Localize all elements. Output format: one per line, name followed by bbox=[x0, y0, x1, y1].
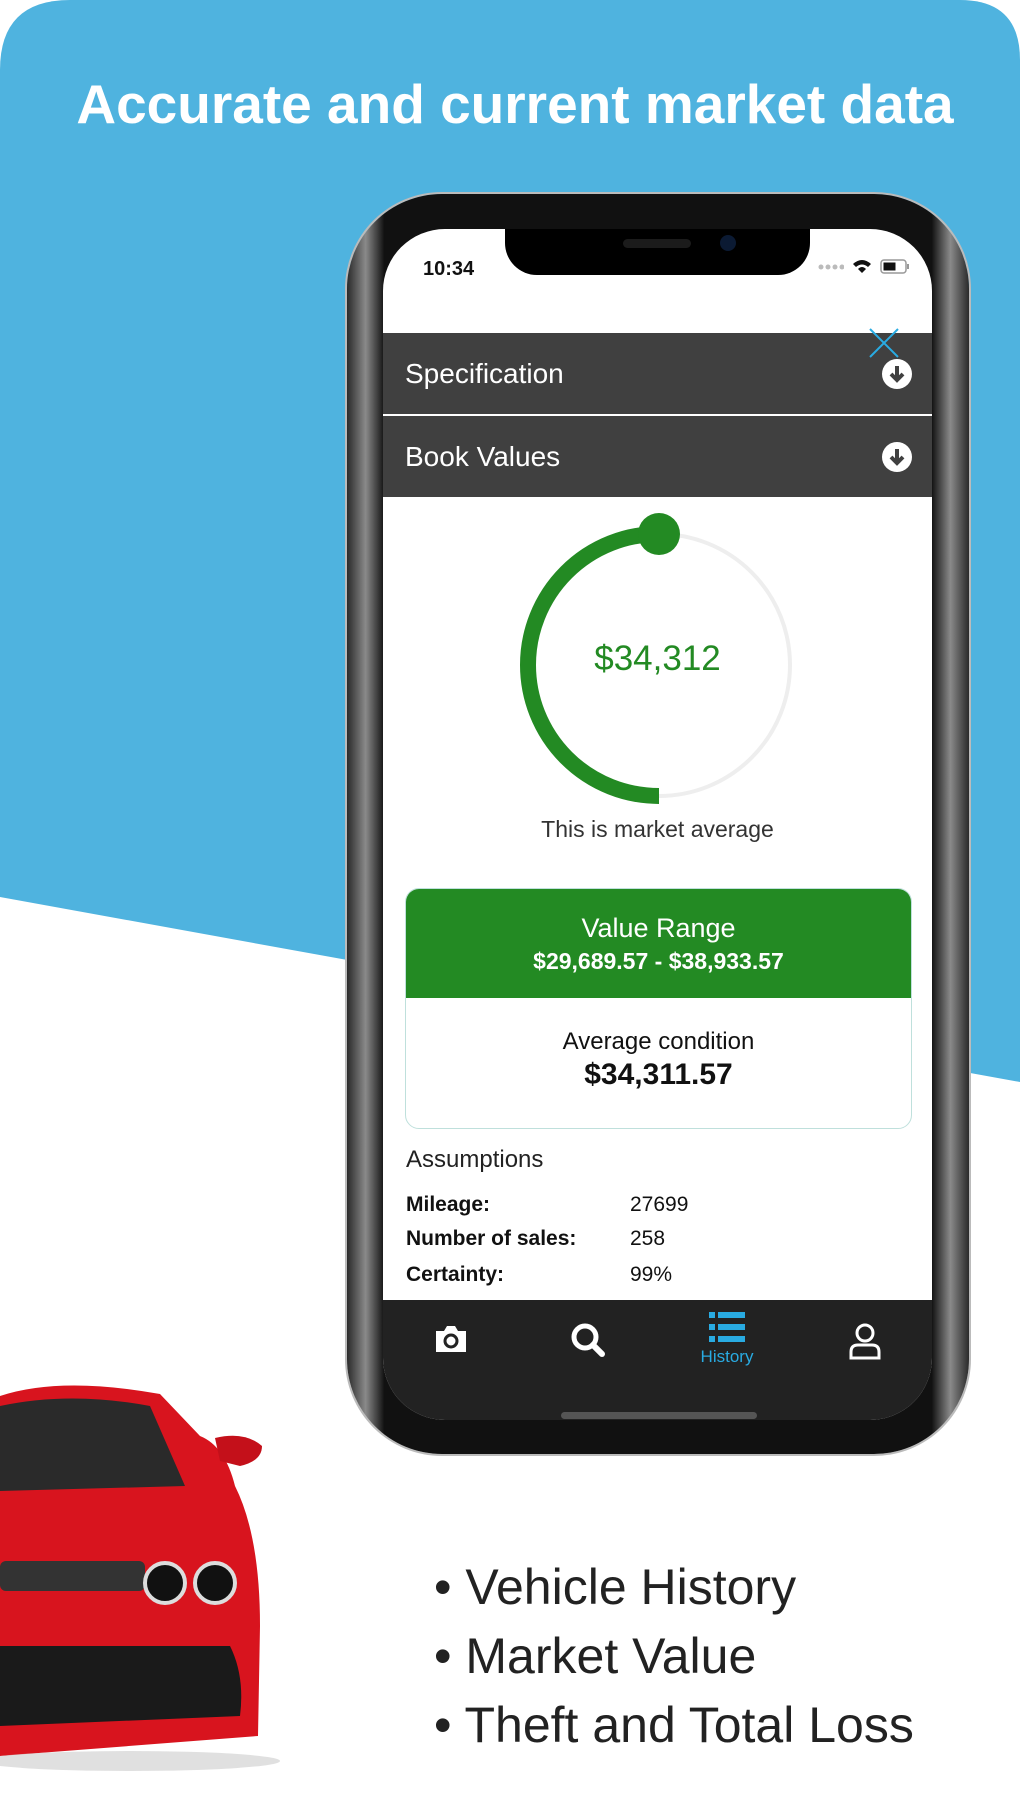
assumptions-title: Assumptions bbox=[406, 1146, 544, 1173]
phone-screen: 10:34 Specification Book Values $34,312 … bbox=[383, 229, 932, 1420]
status-time: 10:34 bbox=[423, 258, 475, 280]
headline: Accurate and current market data bbox=[76, 73, 954, 135]
home-indicator bbox=[561, 1412, 757, 1419]
arrow-down-circle-icon bbox=[882, 442, 912, 472]
feature-item: • Theft and Total Loss bbox=[434, 1697, 914, 1753]
value-range-title: Value Range bbox=[581, 913, 736, 943]
gauge-value: $34,312 bbox=[594, 639, 721, 678]
assumption-row: Number of sales: 258 bbox=[406, 1227, 666, 1250]
arrow-down-circle-icon bbox=[882, 359, 912, 389]
notch bbox=[505, 229, 810, 275]
feature-item: • Vehicle History bbox=[434, 1559, 797, 1615]
gauge-knob bbox=[638, 513, 680, 555]
close-icon[interactable] bbox=[868, 327, 900, 359]
accordion-specification[interactable]: Specification bbox=[383, 333, 932, 414]
accordion-label: Book Values bbox=[405, 440, 561, 472]
speaker bbox=[623, 239, 691, 248]
tab-label: History bbox=[700, 1347, 754, 1366]
value-range-card: Value Range $29,689.57 - $38,933.57 Avera… bbox=[405, 888, 912, 1129]
search-icon bbox=[571, 1323, 605, 1357]
assumption-row: Certainty: 99% bbox=[406, 1263, 673, 1286]
tab-camera[interactable] bbox=[411, 1322, 491, 1359]
market-gauge bbox=[520, 513, 792, 804]
gauge-caption: This is market average bbox=[541, 816, 774, 842]
gauge-arc bbox=[520, 526, 660, 804]
condition-value: $34,311.57 bbox=[584, 1058, 733, 1091]
accordion-label: Specification bbox=[405, 357, 564, 389]
accordion-book-values[interactable]: Book Values bbox=[383, 416, 932, 497]
condition-label: Average condition bbox=[562, 1028, 755, 1055]
assumption-row: Mileage: 27699 bbox=[406, 1193, 689, 1216]
wifi-icon bbox=[853, 260, 871, 273]
camera bbox=[720, 235, 736, 251]
tab-bar: History bbox=[383, 1300, 932, 1420]
value-range: $29,689.57 - $38,933.57 bbox=[533, 948, 784, 974]
red-car-image bbox=[0, 1385, 280, 1771]
feature-item: • Market Value bbox=[434, 1628, 757, 1684]
tab-profile[interactable] bbox=[825, 1322, 905, 1365]
camera-icon bbox=[436, 1326, 466, 1352]
feature-list: • Vehicle History • Market Value • Theft… bbox=[434, 1553, 914, 1760]
battery-icon bbox=[880, 259, 909, 274]
tab-history[interactable]: History bbox=[687, 1312, 767, 1367]
list-icon bbox=[709, 1312, 745, 1342]
tab-search[interactable] bbox=[548, 1322, 628, 1363]
signal-dots-icon bbox=[818, 264, 844, 269]
user-icon bbox=[849, 1323, 881, 1360]
